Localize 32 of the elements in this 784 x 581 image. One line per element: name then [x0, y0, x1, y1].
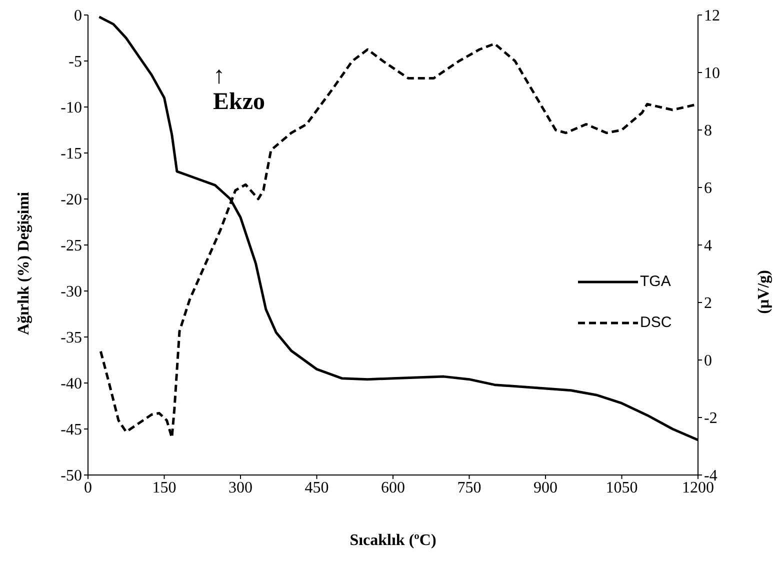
y2-tick-label: -2 — [704, 410, 718, 428]
y-tick-label: -30 — [60, 284, 82, 301]
legend-label: DSC — [640, 314, 672, 331]
y2-tick-label: 12 — [704, 8, 720, 25]
y-tick-label: -45 — [60, 422, 82, 439]
y-tick-label: -35 — [60, 330, 82, 347]
x-tick-label: 600 — [381, 479, 405, 496]
x-tick-label: 150 — [152, 479, 176, 496]
y-tick-label: -40 — [60, 376, 82, 393]
annotation: ↑ Ekzo — [213, 63, 266, 116]
y2-tick-label: 8 — [704, 122, 712, 140]
x-tick-label: 300 — [228, 479, 252, 496]
y2-axis-title: (µV/g) — [756, 270, 773, 314]
y-tick-label: -50 — [60, 468, 82, 485]
y-tick-label: 0 — [74, 8, 82, 25]
y2-tick-label: 10 — [704, 65, 720, 82]
x-axis-title: Sıcaklık (ºC) — [350, 532, 436, 549]
y2-tick-label: 6 — [704, 180, 712, 198]
y-tick-label: -10 — [60, 100, 82, 117]
y2-tick-label: 2 — [704, 295, 712, 312]
x-tick-label: 750 — [457, 479, 482, 496]
y-tick-label: -5 — [68, 54, 82, 71]
x-tick-label: 900 — [534, 479, 558, 496]
legend-label: TGA — [640, 273, 671, 290]
y-tick-label: -20 — [60, 192, 82, 209]
y-axis-title: Ağırlık (%) Değişimi — [16, 191, 33, 335]
y2-tick-label: 4 — [704, 238, 712, 255]
x-tick-label: 450 — [304, 479, 329, 496]
y-tick-label: -15 — [60, 146, 82, 163]
x-tick-label: 1050 — [606, 479, 638, 496]
y2-tick-label: 0 — [704, 352, 712, 370]
y-tick-label: -25 — [60, 238, 82, 255]
